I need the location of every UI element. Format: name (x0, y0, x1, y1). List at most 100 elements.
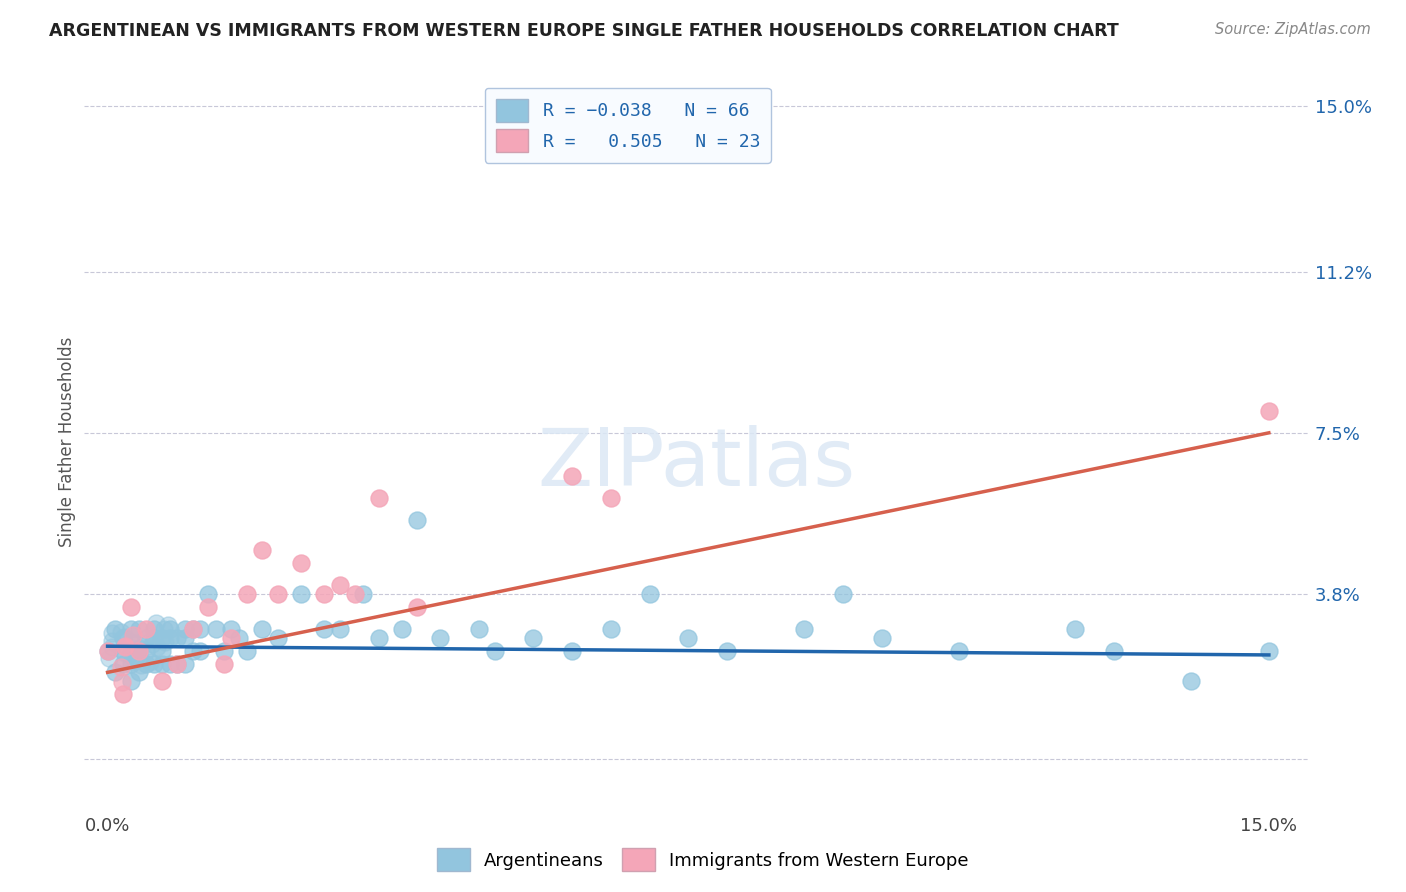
Point (97, 643, 120, 657)
Point (112, 657, 135, 671)
Point (135, 631, 157, 645)
Point (112, 631, 135, 645)
Point (166, 657, 188, 671)
Point (832, 587, 855, 601)
Point (406, 600, 429, 615)
Point (124, 648, 146, 663)
Point (138, 655, 160, 669)
Point (267, 631, 290, 645)
Point (174, 622, 197, 636)
Point (329, 622, 352, 636)
Point (676, 631, 699, 645)
Point (252, 543, 274, 558)
Point (104, 665, 127, 680)
Point (221, 631, 243, 645)
Point (150, 657, 173, 671)
Point (716, 643, 738, 657)
Point (205, 622, 228, 636)
Point (112, 631, 135, 645)
Point (599, 491, 621, 505)
Point (329, 578, 352, 592)
Legend: R = −0.038   N = 66, R =   0.505   N = 23: R = −0.038 N = 66, R = 0.505 N = 23 (485, 87, 770, 163)
Point (190, 643, 212, 657)
Point (129, 658, 152, 673)
Point (391, 622, 413, 636)
Point (314, 622, 336, 636)
Point (110, 625, 132, 640)
Point (101, 626, 124, 640)
Point (1102, 643, 1125, 657)
Point (159, 631, 181, 645)
Point (159, 622, 181, 636)
Point (157, 618, 180, 632)
Point (120, 635, 142, 649)
Point (344, 587, 367, 601)
Point (197, 600, 219, 615)
Point (228, 631, 250, 645)
Point (484, 643, 506, 657)
Text: ARGENTINEAN VS IMMIGRANTS FROM WESTERN EUROPE SINGLE FATHER HOUSEHOLDS CORRELATI: ARGENTINEAN VS IMMIGRANTS FROM WESTERN E… (49, 22, 1119, 40)
Point (150, 631, 173, 645)
Point (174, 631, 197, 645)
Point (135, 643, 157, 657)
Point (98, 651, 121, 665)
Point (221, 622, 243, 636)
Point (120, 622, 142, 636)
Point (114, 646, 136, 660)
Point (638, 587, 661, 601)
Point (114, 640, 136, 654)
Point (197, 587, 219, 601)
Point (252, 622, 274, 636)
Point (120, 674, 142, 689)
Point (155, 635, 177, 649)
Y-axis label: Single Father Households: Single Father Households (58, 336, 76, 547)
Point (181, 622, 204, 636)
Point (150, 674, 173, 689)
Point (104, 622, 127, 636)
Point (793, 622, 815, 636)
Point (128, 622, 150, 636)
Point (561, 643, 583, 657)
Point (128, 643, 150, 657)
Point (101, 634, 124, 648)
Point (124, 653, 146, 667)
Point (153, 622, 176, 636)
Point (406, 513, 429, 527)
Point (1257, 643, 1279, 657)
Point (236, 587, 259, 601)
Point (135, 622, 157, 636)
Point (367, 631, 389, 645)
Point (212, 657, 235, 671)
Point (870, 631, 893, 645)
Point (128, 643, 150, 657)
Point (120, 646, 142, 660)
Legend: Argentineans, Immigrants from Western Europe: Argentineans, Immigrants from Western Eu… (430, 841, 976, 879)
Point (111, 675, 134, 690)
Point (352, 587, 374, 601)
Point (100, 640, 122, 655)
Point (561, 469, 583, 483)
Point (120, 657, 142, 671)
Point (112, 643, 135, 657)
Point (1064, 622, 1087, 636)
Point (150, 643, 173, 657)
Point (236, 643, 259, 657)
Point (1180, 674, 1202, 689)
Point (112, 687, 135, 701)
Point (181, 643, 204, 657)
Point (267, 587, 290, 601)
Point (143, 657, 166, 671)
Text: ZIPatlas: ZIPatlas (537, 425, 855, 503)
Point (212, 643, 235, 657)
Point (166, 631, 188, 645)
Point (522, 631, 544, 645)
Point (110, 660, 132, 674)
Point (314, 587, 336, 601)
Point (290, 587, 312, 601)
Point (190, 622, 212, 636)
Point (429, 631, 451, 645)
Point (948, 643, 970, 657)
Point (145, 615, 167, 630)
Point (599, 622, 621, 636)
Point (181, 622, 204, 636)
